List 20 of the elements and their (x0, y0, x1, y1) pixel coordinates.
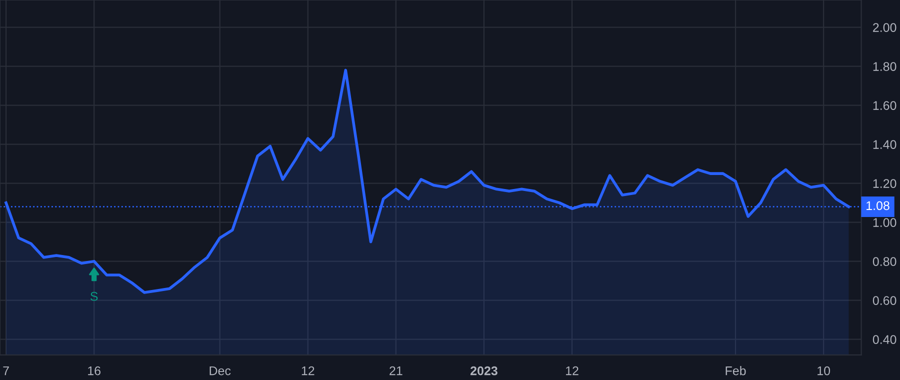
y-tick-label: 1.80 (873, 62, 896, 71)
x-tick-label: 10 (818, 366, 830, 376)
x-tick-label: Feb (726, 366, 746, 376)
annotation: S (90, 292, 98, 301)
y-tick-label: 0.40 (872, 335, 896, 344)
y-tick-label: 1.00 (873, 218, 896, 227)
ref-line-label: 1.08 (866, 201, 890, 210)
y-tick-label: 2.00 (873, 23, 896, 32)
y-tick-label: 1.20 (873, 179, 896, 188)
x-tick-label: 16 (88, 366, 100, 376)
y-tick-label: 1.60 (873, 101, 896, 110)
x-tick-label: 7 (3, 366, 9, 376)
y-tick-label: 0.60 (872, 296, 896, 305)
x-tick-label: 21 (390, 366, 402, 376)
x-tick-label: Dec (210, 366, 231, 376)
x-tick-label: 12 (566, 366, 578, 376)
x-tick-label: 12 (302, 366, 314, 376)
y-tick-label: 1.40 (873, 140, 896, 149)
y-tick-label: 0.80 (872, 257, 896, 266)
x-tick-label: 2023 (470, 366, 498, 376)
